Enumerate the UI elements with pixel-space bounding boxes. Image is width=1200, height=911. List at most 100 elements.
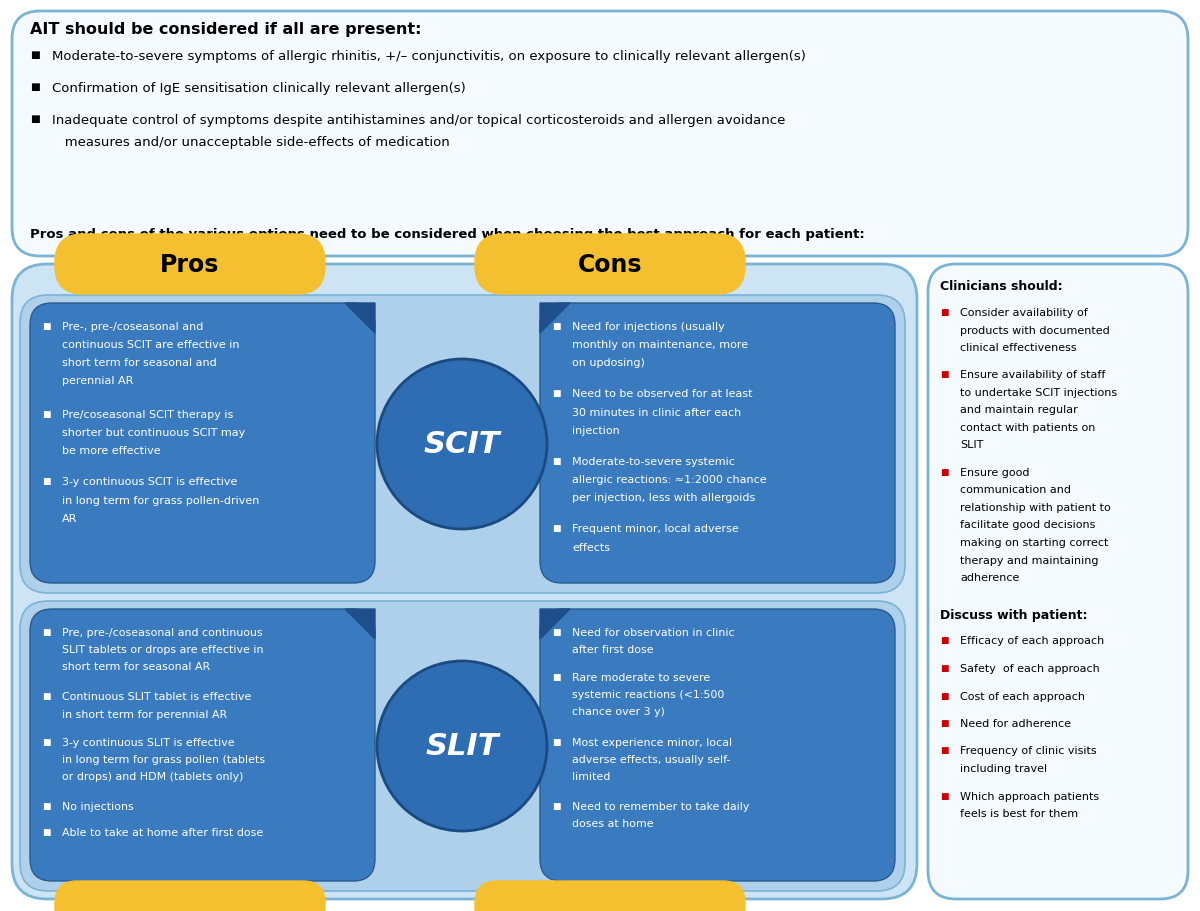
- Text: ■: ■: [552, 737, 560, 746]
- FancyBboxPatch shape: [55, 881, 325, 911]
- Text: SCIT: SCIT: [424, 430, 500, 459]
- FancyBboxPatch shape: [475, 881, 745, 911]
- Text: ■: ■: [552, 801, 560, 810]
- Text: relationship with patient to: relationship with patient to: [960, 503, 1111, 512]
- Text: ■: ■: [30, 114, 40, 124]
- FancyBboxPatch shape: [20, 296, 905, 593]
- Text: Need for adherence: Need for adherence: [960, 718, 1070, 728]
- Text: Confirmation of IgE sensitisation clinically relevant allergen(s): Confirmation of IgE sensitisation clinic…: [52, 82, 466, 95]
- Text: AIT should be considered if all are present:: AIT should be considered if all are pres…: [30, 22, 421, 37]
- Text: Pre/coseasonal SCIT therapy is: Pre/coseasonal SCIT therapy is: [62, 410, 233, 420]
- Text: Cost of each approach: Cost of each approach: [960, 691, 1085, 701]
- FancyBboxPatch shape: [12, 12, 1188, 257]
- Text: ■: ■: [940, 718, 948, 727]
- FancyBboxPatch shape: [30, 303, 374, 583]
- Text: ■: ■: [42, 737, 50, 746]
- Text: ■: ■: [42, 801, 50, 810]
- Text: Need to be observed for at least: Need to be observed for at least: [572, 389, 752, 399]
- Text: in long term for grass pollen (tablets: in long term for grass pollen (tablets: [62, 753, 265, 763]
- Text: ■: ■: [42, 628, 50, 636]
- Text: injection: injection: [572, 425, 619, 435]
- Text: Pre, pre-/coseasonal and continuous: Pre, pre-/coseasonal and continuous: [62, 628, 263, 638]
- Text: 3-y continuous SCIT is effective: 3-y continuous SCIT is effective: [62, 477, 238, 487]
- FancyBboxPatch shape: [928, 265, 1188, 899]
- Text: measures and/or unacceptable side-effects of medication: measures and/or unacceptable side-effect…: [52, 136, 450, 148]
- Text: ■: ■: [940, 636, 948, 645]
- Text: ■: ■: [940, 308, 948, 317]
- Text: Need to remember to take daily: Need to remember to take daily: [572, 801, 749, 811]
- Text: ■: ■: [42, 477, 50, 486]
- Text: ■: ■: [30, 82, 40, 92]
- Text: ■: ■: [552, 628, 560, 636]
- Text: ■: ■: [940, 746, 948, 754]
- Text: ■: ■: [42, 691, 50, 701]
- FancyBboxPatch shape: [12, 265, 917, 899]
- Text: Ensure availability of staff: Ensure availability of staff: [960, 370, 1105, 380]
- Text: ■: ■: [42, 410, 50, 418]
- Text: communication and: communication and: [960, 485, 1070, 495]
- FancyBboxPatch shape: [540, 609, 895, 881]
- Polygon shape: [346, 303, 374, 333]
- Text: Frequent minor, local adverse: Frequent minor, local adverse: [572, 524, 739, 534]
- Text: Discuss with patient:: Discuss with patient:: [940, 608, 1087, 620]
- Text: making on starting correct: making on starting correct: [960, 537, 1109, 548]
- Text: per injection, less with allergoids: per injection, less with allergoids: [572, 493, 755, 503]
- Text: Pre-, pre-/coseasonal and: Pre-, pre-/coseasonal and: [62, 322, 203, 332]
- Text: SLIT tablets or drops are effective in: SLIT tablets or drops are effective in: [62, 644, 264, 654]
- Text: clinical effectiveness: clinical effectiveness: [960, 343, 1076, 353]
- Text: No injections: No injections: [62, 801, 133, 811]
- Text: adherence: adherence: [960, 572, 1019, 582]
- Text: chance over 3 y): chance over 3 y): [572, 707, 665, 717]
- Text: Efficacy of each approach: Efficacy of each approach: [960, 636, 1104, 646]
- FancyBboxPatch shape: [540, 303, 895, 583]
- Text: Pros and cons of the various options need to be considered when choosing the bes: Pros and cons of the various options nee…: [30, 228, 865, 241]
- Text: ■: ■: [30, 50, 40, 60]
- Text: Inadequate control of symptoms despite antihistamines and/or topical corticoster: Inadequate control of symptoms despite a…: [52, 114, 785, 127]
- Text: be more effective: be more effective: [62, 445, 161, 456]
- Text: ■: ■: [940, 370, 948, 379]
- Text: effects: effects: [572, 542, 610, 552]
- Text: contact with patients on: contact with patients on: [960, 423, 1096, 433]
- Text: ■: ■: [42, 826, 50, 835]
- Text: including travel: including travel: [960, 763, 1048, 773]
- Text: products with documented: products with documented: [960, 325, 1110, 335]
- FancyBboxPatch shape: [475, 235, 745, 294]
- Text: feels is best for them: feels is best for them: [960, 808, 1078, 818]
- Text: ■: ■: [940, 691, 948, 700]
- Text: Need for observation in clinic: Need for observation in clinic: [572, 628, 734, 638]
- Text: Clinicians should:: Clinicians should:: [940, 280, 1063, 292]
- Text: AR: AR: [62, 513, 77, 523]
- FancyBboxPatch shape: [55, 235, 325, 294]
- Polygon shape: [346, 609, 374, 640]
- Text: adverse effects, usually self-: adverse effects, usually self-: [572, 753, 731, 763]
- Text: Cons: Cons: [577, 252, 642, 277]
- Text: or drops) and HDM (tablets only): or drops) and HDM (tablets only): [62, 771, 244, 781]
- Text: ■: ■: [552, 672, 560, 681]
- Text: Most experience minor, local: Most experience minor, local: [572, 737, 732, 747]
- Text: SLIT: SLIT: [425, 732, 499, 761]
- Polygon shape: [540, 303, 570, 333]
- Text: ■: ■: [552, 322, 560, 331]
- Text: facilitate good decisions: facilitate good decisions: [960, 520, 1096, 530]
- FancyBboxPatch shape: [30, 609, 374, 881]
- Text: monthly on maintenance, more: monthly on maintenance, more: [572, 340, 748, 350]
- Text: and maintain regular: and maintain regular: [960, 405, 1078, 415]
- Text: ■: ■: [42, 322, 50, 331]
- Text: on updosing): on updosing): [572, 358, 644, 368]
- Text: perennial AR: perennial AR: [62, 375, 133, 385]
- Text: Consider availability of: Consider availability of: [960, 308, 1087, 318]
- Text: Frequency of clinic visits: Frequency of clinic visits: [960, 746, 1097, 755]
- Text: Which approach patients: Which approach patients: [960, 791, 1099, 801]
- Text: Continuous SLIT tablet is effective: Continuous SLIT tablet is effective: [62, 691, 251, 701]
- Text: allergic reactions: ≈1:2000 chance: allergic reactions: ≈1:2000 chance: [572, 475, 767, 485]
- FancyBboxPatch shape: [20, 601, 905, 891]
- Text: ■: ■: [552, 389, 560, 398]
- Text: SLIT: SLIT: [960, 440, 983, 450]
- Text: 30 minutes in clinic after each: 30 minutes in clinic after each: [572, 407, 742, 417]
- Text: Ensure good: Ensure good: [960, 467, 1030, 477]
- Text: in short term for perennial AR: in short term for perennial AR: [62, 709, 227, 719]
- Text: short term for seasonal and: short term for seasonal and: [62, 358, 217, 368]
- Polygon shape: [540, 609, 570, 640]
- Text: after first dose: after first dose: [572, 644, 654, 654]
- Text: Rare moderate to severe: Rare moderate to severe: [572, 672, 710, 682]
